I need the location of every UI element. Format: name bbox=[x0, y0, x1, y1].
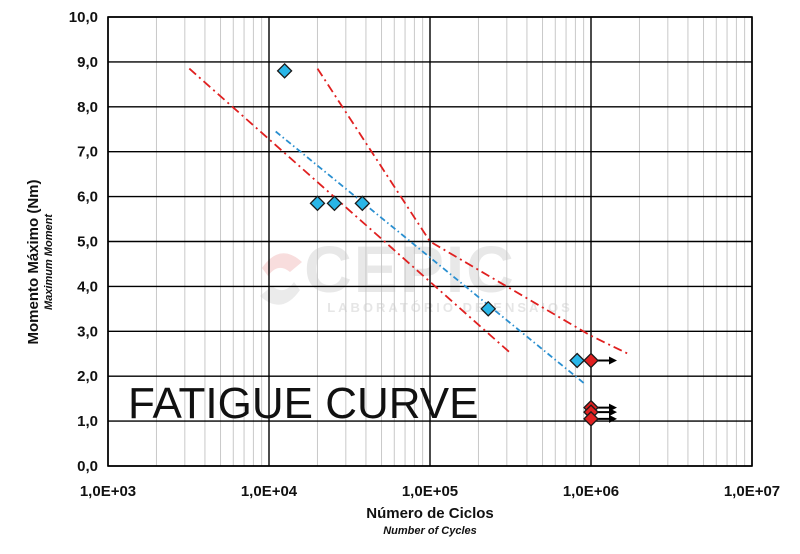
data-markers bbox=[276, 62, 617, 427]
x-tick-label: 1,0E+07 bbox=[724, 483, 780, 500]
x-tick-label: 1,0E+03 bbox=[80, 483, 136, 500]
watermark: CEPIC LABORATÓRIO DE ENSAIOS bbox=[260, 232, 573, 315]
chart-title: FATIGUE CURVE bbox=[128, 379, 478, 428]
failure-point bbox=[276, 62, 293, 79]
upper-bound-line bbox=[316, 68, 629, 355]
y-tick-label: 0,0 bbox=[77, 458, 98, 475]
y-tick-label: 9,0 bbox=[77, 54, 98, 71]
y-axis-subtitle: Maximum Moment bbox=[43, 213, 55, 310]
x-tick-label: 1,0E+06 bbox=[563, 483, 619, 500]
watermark-logo bbox=[260, 253, 302, 305]
x-tick-label: 1,0E+05 bbox=[402, 483, 458, 500]
failure-point bbox=[309, 195, 326, 212]
y-tick-label: 7,0 bbox=[77, 144, 98, 161]
watermark-brand: CEPIC bbox=[304, 232, 516, 306]
major-grid bbox=[107, 16, 753, 467]
y-tick-label: 6,0 bbox=[77, 189, 98, 206]
failure-point bbox=[480, 300, 497, 317]
runout-point bbox=[583, 410, 599, 427]
failure-point bbox=[354, 195, 371, 212]
y-tick-label: 2,0 bbox=[77, 368, 98, 385]
y-axis-ticks: 0,0 1,0 2,0 3,0 4,0 5,0 6,0 7,0 8,0 9,0 10,0 bbox=[69, 9, 98, 475]
y-tick-label: 5,0 bbox=[77, 234, 98, 251]
failure-point bbox=[569, 352, 586, 369]
lower-bound-line bbox=[188, 67, 512, 355]
x-axis-subtitle: Number of Cycles bbox=[383, 525, 477, 537]
y-tick-label: 4,0 bbox=[77, 278, 98, 295]
plot-frame bbox=[107, 16, 753, 467]
mean-fit-line bbox=[275, 130, 585, 384]
fit-lines bbox=[188, 67, 629, 384]
runout-point bbox=[583, 352, 599, 369]
runout-arrow-head bbox=[609, 408, 617, 417]
x-axis-ticks: 1,0E+03 1,0E+04 1,0E+05 1,0E+06 1,0E+07 bbox=[80, 483, 780, 500]
y-tick-label: 3,0 bbox=[77, 323, 98, 340]
x-tick-label: 1,0E+04 bbox=[241, 483, 298, 500]
failure-point bbox=[326, 195, 343, 212]
y-tick-label: 8,0 bbox=[77, 99, 98, 116]
runout-arrow-head bbox=[609, 356, 617, 365]
y-axis-title: Momento Máximo (Nm) bbox=[25, 179, 42, 344]
y-tick-label: 1,0 bbox=[77, 413, 98, 430]
watermark-tagline: LABORATÓRIO DE ENSAIOS bbox=[327, 300, 573, 315]
x-axis-title: Número de Ciclos bbox=[366, 505, 494, 522]
runout-arrow-head bbox=[609, 414, 617, 423]
y-tick-label: 10,0 bbox=[69, 9, 98, 26]
